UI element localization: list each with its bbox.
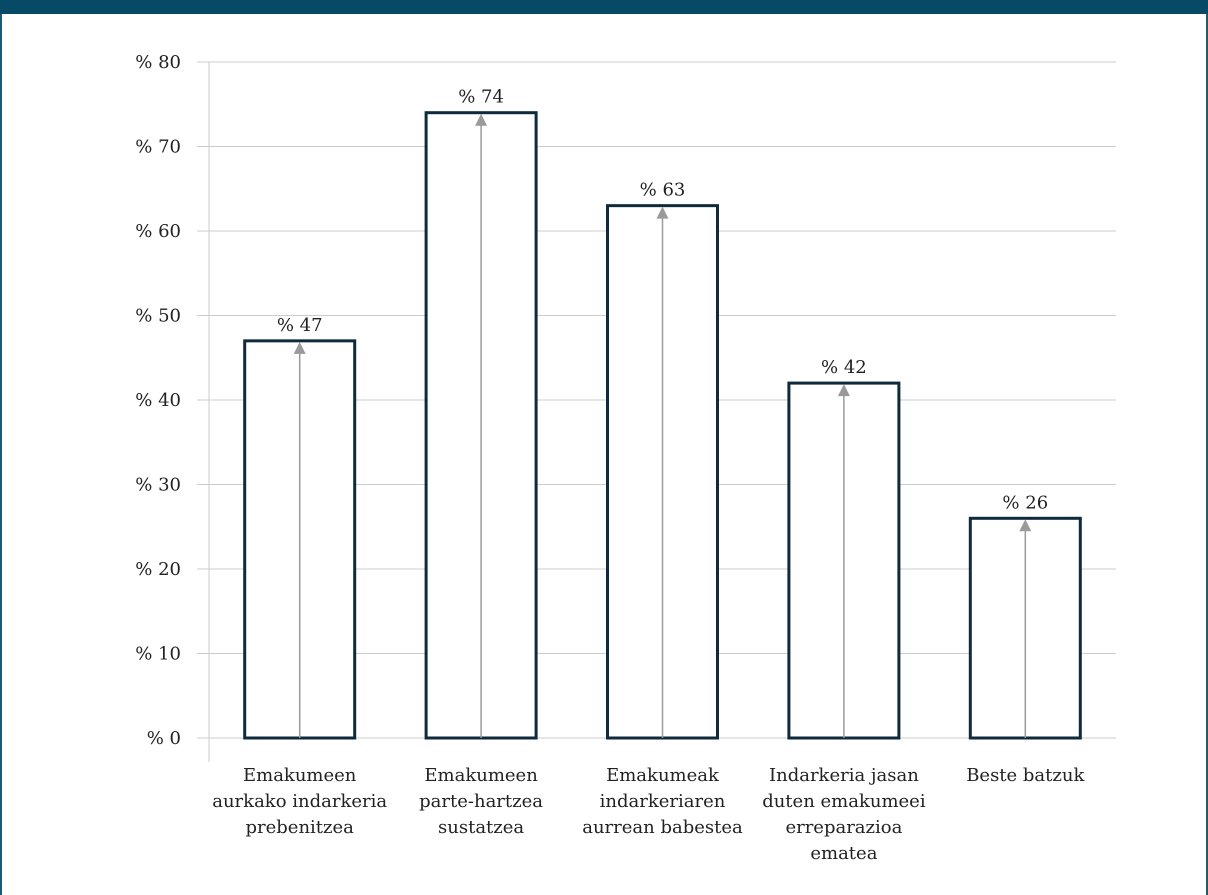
x-category-label-line: Indarkeria jasan bbox=[769, 765, 919, 786]
x-category-label-line: indarkeriaren bbox=[600, 791, 726, 812]
x-category-label-line: aurkako indarkeria bbox=[212, 791, 387, 812]
y-tick-label: % 60 bbox=[135, 221, 181, 242]
bar-group: % 63 bbox=[606, 180, 719, 740]
y-tick-label: % 40 bbox=[135, 390, 181, 411]
bar-group: % 74 bbox=[424, 87, 538, 740]
bars: % 47 % 74 % 63 % 42 % 26 bbox=[243, 87, 1082, 740]
y-tick-label: % 70 bbox=[135, 137, 181, 158]
y-tick-label: % 10 bbox=[135, 644, 181, 665]
x-category-label: Indarkeria jasan duten emakumeei erreparaz… bbox=[762, 765, 926, 864]
x-category-label-line: Beste batzuk bbox=[966, 765, 1085, 786]
x-category-label-line: Emakumeen bbox=[424, 765, 538, 786]
x-category-label: Emakumeen aurkako indarkeria prebenitzea bbox=[212, 765, 387, 838]
y-tick-label: % 50 bbox=[135, 306, 181, 327]
y-tick-label: % 80 bbox=[135, 52, 181, 73]
bar-value-label: % 74 bbox=[458, 87, 504, 108]
bar-value-label: % 26 bbox=[1002, 492, 1048, 513]
bar-value-label: % 47 bbox=[277, 315, 323, 336]
bar-group: % 26 bbox=[968, 492, 1082, 740]
x-category-label: Emakumeak indarkeriaren aurrean babestea bbox=[582, 765, 743, 838]
x-category-label-line: prebenitzea bbox=[245, 817, 354, 838]
x-category-label-line: parte-hartzea bbox=[419, 791, 543, 812]
x-category-label-line: aurrean babestea bbox=[582, 817, 743, 838]
y-axis: % 0 % 10 % 20 % 30 % 40 % 50 % 60 % 70 % 80 bbox=[135, 52, 210, 762]
x-axis-labels: Emakumeen aurkako indarkeria prebenitzeaEm… bbox=[212, 765, 1085, 864]
bar-group: % 42 bbox=[787, 357, 901, 740]
y-tick-label: % 30 bbox=[135, 475, 181, 496]
up-arrow-icon bbox=[1019, 519, 1032, 532]
x-category-label: Emakumeen parte-hartzea sustatzea bbox=[419, 765, 543, 838]
y-tick-label: % 20 bbox=[135, 559, 181, 580]
bar-value-label: % 63 bbox=[640, 180, 686, 201]
x-category-label-line: duten emakumeei bbox=[762, 791, 926, 812]
up-arrow-icon bbox=[293, 341, 306, 354]
x-category-label-line: Emakumeak bbox=[606, 765, 720, 786]
bar-value-label: % 42 bbox=[821, 357, 867, 378]
y-tick-label: % 0 bbox=[147, 728, 181, 749]
up-arrow-icon bbox=[656, 206, 669, 219]
x-category-label-line: ematea bbox=[810, 843, 877, 864]
x-category-label-line: sustatzea bbox=[438, 817, 524, 838]
x-category-label-line: Emakumeen bbox=[243, 765, 357, 786]
bar-group: % 47 bbox=[243, 315, 357, 740]
up-arrow-icon bbox=[837, 384, 850, 397]
up-arrow-icon bbox=[475, 113, 488, 126]
header-bar bbox=[0, 0, 1208, 14]
x-category-label: Beste batzuk bbox=[966, 765, 1085, 786]
x-category-label-line: erreparazioa bbox=[785, 817, 902, 838]
